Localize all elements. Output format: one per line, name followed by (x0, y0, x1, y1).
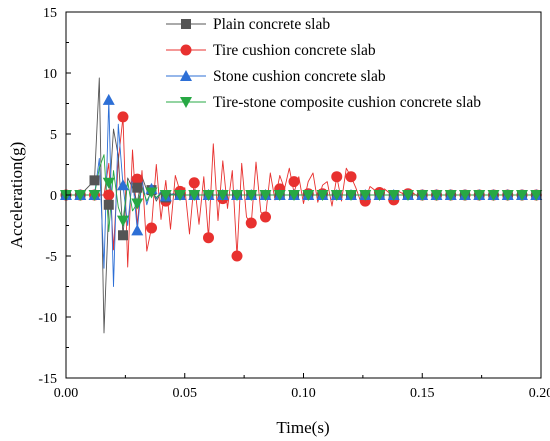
series-point-0 (132, 182, 143, 193)
series-point-3 (259, 190, 272, 201)
series-point-3 (74, 190, 87, 201)
legend-marker (181, 19, 191, 29)
legend-label: Stone cushion concrete slab (213, 68, 386, 85)
x-tick-label: 0.10 (291, 386, 316, 401)
series-point-0 (103, 199, 114, 210)
y-tick-label: 10 (43, 67, 57, 82)
series-point-1 (345, 171, 357, 183)
series-point-3 (117, 215, 129, 227)
series-point-2 (102, 93, 115, 105)
legend-marker (180, 70, 192, 81)
series-point-3 (416, 190, 429, 201)
series-point-3 (501, 190, 514, 201)
series-point-1 (231, 250, 243, 262)
legend-label: Plain concrete slab (213, 16, 330, 33)
legend-label: Tire-stone composite cushion concrete sl… (213, 94, 481, 111)
series-point-3 (516, 190, 528, 201)
y-axis-title: Acceleration(g) (7, 142, 26, 249)
marker-layer (60, 93, 543, 262)
series-point-3 (159, 190, 172, 201)
series-point-3 (430, 190, 443, 201)
y-tick-label: -5 (45, 250, 57, 265)
series-point-1 (146, 222, 157, 234)
series-point-3 (387, 190, 400, 201)
series-point-0 (89, 175, 100, 186)
series-point-3 (345, 190, 357, 201)
series-point-3 (174, 190, 186, 201)
y-tick-label: 5 (50, 128, 57, 143)
x-tick-label: 0.20 (529, 386, 550, 401)
series-point-1 (188, 177, 200, 189)
x-axis-title: Time(s) (276, 418, 329, 437)
y-tick-label: 15 (43, 6, 57, 21)
y-tick-label: -10 (38, 311, 57, 326)
series-point-1 (203, 232, 214, 244)
series-point-3 (459, 190, 471, 201)
series-point-3 (487, 190, 500, 201)
series-point-3 (245, 190, 258, 201)
series-point-1 (245, 217, 257, 229)
series-point-1 (131, 173, 143, 185)
series-point-3 (231, 190, 243, 201)
series-point-1 (103, 189, 115, 201)
x-axis-ticks (65, 373, 542, 378)
y-tick-label: -15 (38, 372, 57, 387)
legend-marker (180, 44, 192, 56)
series-point-1 (288, 176, 300, 188)
series-point-1 (260, 211, 271, 223)
series-point-1 (117, 111, 129, 123)
legend: Plain concrete slab Tire cushion concrete… (166, 16, 481, 111)
series-point-3 (102, 177, 115, 189)
series-point-3 (473, 190, 486, 201)
x-tick-label: 0.15 (410, 386, 435, 401)
y-axis-ticks (66, 11, 71, 379)
series-point-3 (216, 190, 229, 201)
series-point-3 (202, 190, 215, 201)
series-point-3 (444, 190, 457, 201)
series-point-2 (131, 224, 144, 236)
x-tick-label: 0.05 (173, 386, 198, 401)
series-point-3 (131, 198, 144, 210)
series-point-3 (145, 187, 158, 199)
series-point-3 (302, 190, 315, 201)
legend-marker (180, 97, 192, 108)
series-point-3 (330, 190, 343, 201)
legend-label: Tire cushion concrete slab (213, 42, 376, 59)
y-tick-label: 0 (50, 189, 57, 204)
series-point-3 (88, 190, 101, 201)
series-point-3 (188, 190, 201, 201)
series-point-3 (373, 190, 386, 201)
series-point-0 (118, 230, 128, 241)
series-point-3 (288, 190, 300, 201)
series-point-3 (530, 190, 543, 201)
x-tick-label: 0.00 (54, 386, 79, 401)
y-tick-labels: 15 10 5 0 -5 -10 -15 (38, 6, 57, 387)
series-point-3 (316, 190, 329, 201)
x-tick-labels: 0.00 0.05 0.10 0.15 0.20 (54, 386, 550, 401)
series-line-3 (66, 154, 541, 233)
series-point-1 (331, 171, 343, 183)
series-point-3 (402, 190, 414, 201)
series-point-3 (359, 190, 372, 201)
series-point-2 (117, 179, 129, 191)
series-point-3 (273, 190, 286, 201)
